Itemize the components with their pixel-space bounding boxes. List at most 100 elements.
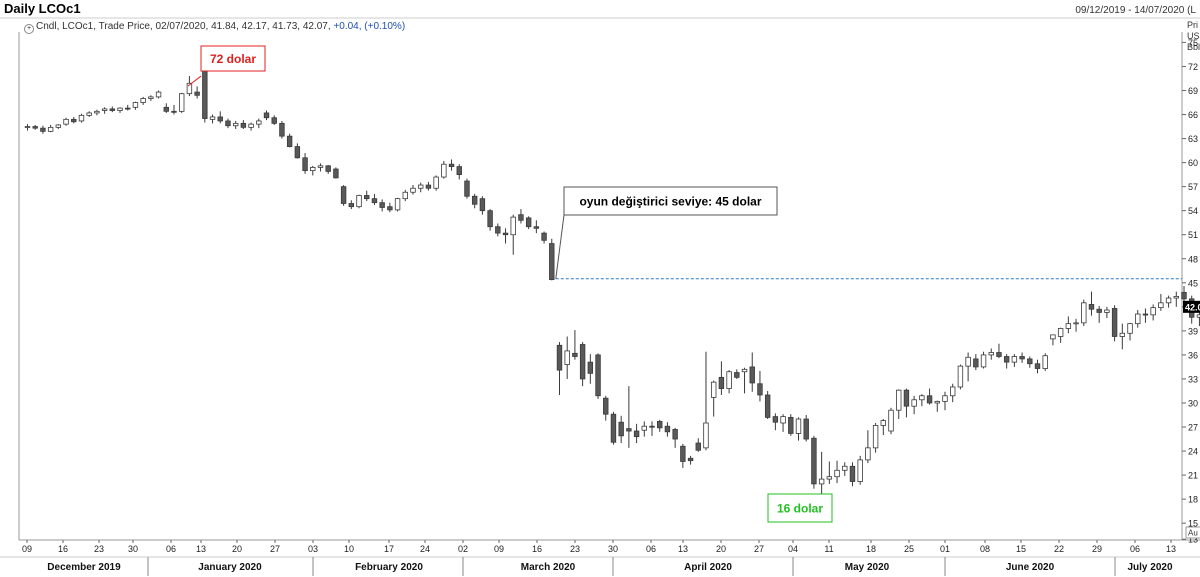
candle-body	[356, 195, 362, 208]
candle-body	[1158, 302, 1164, 309]
candle-body	[163, 106, 169, 112]
candle-body	[973, 358, 979, 368]
candle	[55, 124, 62, 129]
candle-body	[525, 217, 532, 228]
candle-body	[1135, 313, 1141, 325]
x-tick-label: 02	[458, 544, 468, 554]
candle	[178, 92, 185, 113]
candle-body	[410, 187, 416, 193]
y-tick-label: 75	[1188, 38, 1198, 48]
candle	[240, 120, 247, 129]
candle-body	[610, 413, 617, 443]
candle	[1027, 356, 1033, 368]
candle-body	[788, 417, 794, 434]
candle-body	[1050, 334, 1056, 340]
axis-bottom-label: Au	[1188, 529, 1198, 538]
candle	[1150, 304, 1156, 321]
candle-body	[880, 420, 887, 426]
y-tick-label: 30	[1188, 398, 1198, 408]
candle	[572, 330, 578, 360]
candle-body	[286, 135, 293, 147]
candle-body	[1111, 308, 1118, 337]
candle	[86, 111, 92, 117]
candle-body	[795, 418, 802, 434]
x-tick-label: 17	[384, 544, 394, 554]
x-tick-label: 27	[270, 544, 280, 554]
price-axis: 75 72 69 66 63 60 57 54 51 48 45 42.0 39 36 33 30 27 24 21…	[1182, 38, 1200, 545]
candle	[71, 116, 77, 124]
candle	[980, 351, 987, 369]
series-options-icon[interactable]: +	[24, 24, 34, 34]
candle-body	[1034, 363, 1041, 369]
candle-body	[888, 409, 894, 432]
candle-body	[487, 210, 493, 228]
candle-body	[572, 352, 578, 357]
candle	[418, 182, 424, 193]
candle-body	[965, 356, 971, 367]
candle	[1050, 334, 1056, 346]
candle	[425, 181, 432, 191]
candle-body	[865, 447, 871, 461]
candle-body	[348, 203, 355, 208]
x-tick-label: 23	[570, 544, 580, 554]
candle-body	[772, 416, 779, 423]
candle-body	[456, 166, 462, 176]
candle-body	[1142, 313, 1149, 316]
x-tick-label: 09	[22, 544, 32, 554]
candle	[749, 352, 755, 392]
candle	[101, 107, 108, 114]
candle-body	[248, 123, 254, 128]
candle-body	[718, 376, 725, 389]
x-tick-label: 20	[716, 544, 726, 554]
y-tick-label: 57	[1188, 182, 1198, 192]
x-tick-label: 16	[58, 544, 68, 554]
candle	[248, 122, 254, 131]
candle-body	[371, 198, 378, 204]
candle-body	[1096, 308, 1102, 313]
candle	[926, 388, 933, 405]
candle-body	[1081, 302, 1087, 324]
candle-body	[834, 469, 840, 478]
candle	[595, 353, 601, 399]
candle-body	[448, 163, 455, 168]
candle	[525, 216, 532, 230]
candle	[487, 209, 493, 231]
candle-body	[942, 395, 948, 402]
candle-body	[749, 366, 755, 384]
candle-body	[1042, 355, 1048, 369]
candle	[1165, 295, 1172, 308]
candle-body	[734, 372, 740, 378]
candle	[757, 370, 763, 402]
candle-body	[148, 96, 154, 99]
candle-body	[433, 176, 439, 189]
candle-body	[425, 184, 432, 189]
callout-box	[563, 186, 778, 216]
candle-body	[24, 126, 31, 128]
candle	[680, 443, 686, 468]
candle	[865, 430, 871, 464]
y-tick-label: 24	[1188, 447, 1198, 457]
candle-body	[325, 165, 331, 172]
candle-body	[849, 465, 856, 482]
candle-body	[603, 397, 609, 415]
candle-body	[32, 126, 38, 129]
candle-body	[94, 110, 100, 114]
y-tick-label: 13	[1188, 535, 1198, 545]
candle-body	[479, 198, 486, 212]
candle	[1019, 352, 1025, 363]
candle	[1181, 286, 1187, 303]
candle-body	[317, 165, 324, 168]
y-tick-label: 63	[1188, 134, 1198, 144]
candle-body	[387, 206, 393, 211]
candle	[788, 414, 794, 436]
candle	[811, 435, 817, 489]
candle	[471, 193, 478, 209]
candle	[803, 415, 809, 442]
candle	[502, 228, 509, 244]
candle-body	[1173, 296, 1179, 299]
x-month-label: February 2020	[355, 562, 423, 573]
candle-body	[649, 425, 655, 428]
y-tick-label: 45	[1188, 278, 1198, 288]
annotations-layer: 72 dolar oyun değiştirici seviye: 45 dola…	[187, 45, 833, 523]
